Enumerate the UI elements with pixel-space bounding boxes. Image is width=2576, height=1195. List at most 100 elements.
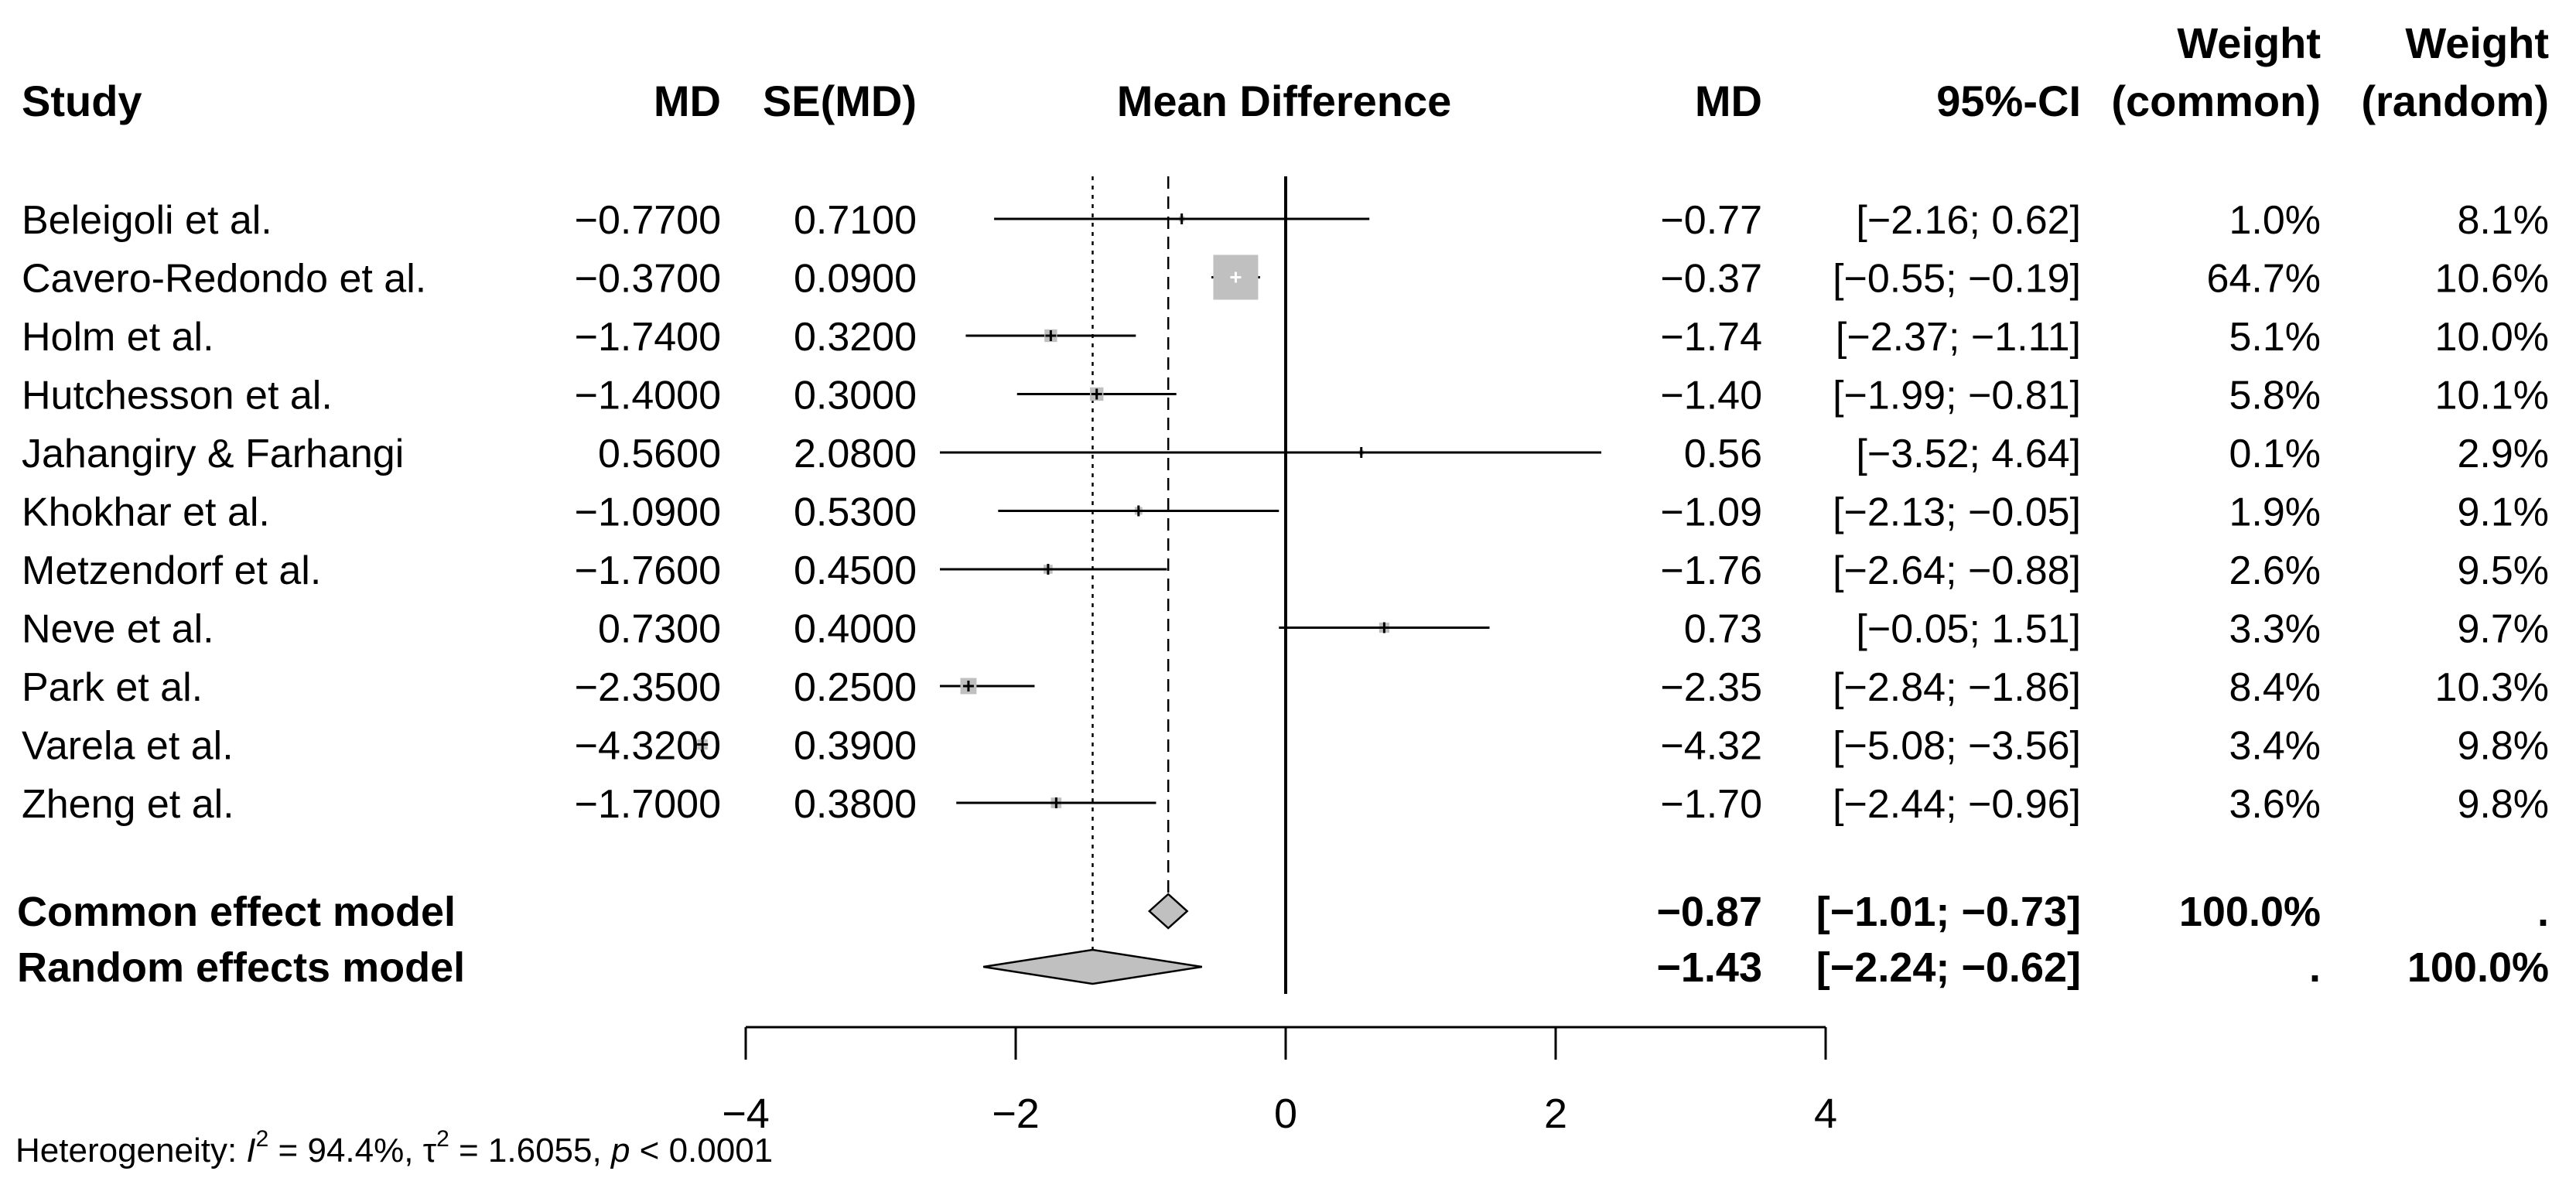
study-md-value: 0.56 bbox=[1684, 432, 1762, 476]
tau2-label: τ bbox=[423, 1132, 437, 1169]
summary-weight-random: 100.0% bbox=[2407, 944, 2549, 991]
x-axis: −4 −2 0 2 4 bbox=[722, 1026, 1837, 1137]
summary-diamond bbox=[982, 948, 1203, 985]
study-md: −0.7700 bbox=[575, 198, 721, 243]
x-tick-label: 4 bbox=[1814, 1091, 1837, 1137]
study-weight-common: 3.6% bbox=[2229, 782, 2321, 827]
study-se: 0.7100 bbox=[794, 198, 917, 243]
study-row: Jahangiry & Farhangi 0.5600 2.0800 0.56 [−3.… bbox=[22, 432, 2549, 476]
x-tick-label: 0 bbox=[1274, 1091, 1297, 1137]
study-md-value: −1.70 bbox=[1660, 782, 1762, 827]
study-md-value: −1.74 bbox=[1660, 315, 1762, 360]
study-ci: [−2.16; 0.62] bbox=[1856, 198, 2081, 243]
tau2-superscript: 2 bbox=[436, 1126, 449, 1152]
study-md: −1.7000 bbox=[575, 782, 721, 827]
study-name: Varela et al. bbox=[22, 724, 234, 769]
study-se: 0.3200 bbox=[794, 315, 917, 360]
header-se: SE(MD) bbox=[763, 77, 917, 125]
study-name: Cavero-Redondo et al. bbox=[22, 257, 426, 302]
study-md: −0.3700 bbox=[575, 257, 721, 302]
i2-value: = 94.4%, bbox=[268, 1132, 422, 1169]
study-row: Varela et al. −4.3200 0.3900 −4.32 [−5.08; −… bbox=[22, 724, 2549, 769]
study-se: 0.4000 bbox=[794, 607, 917, 652]
p-label: p bbox=[610, 1132, 630, 1169]
study-se: 2.0800 bbox=[794, 432, 917, 476]
study-weight-common: 8.4% bbox=[2229, 665, 2321, 710]
study-weight-random: 9.8% bbox=[2457, 724, 2549, 769]
x-tick-label: 2 bbox=[1544, 1091, 1567, 1137]
study-md-value: −1.76 bbox=[1660, 548, 1762, 593]
study-md-value: −4.32 bbox=[1660, 724, 1762, 769]
summary-weight-common: 100.0% bbox=[2179, 889, 2321, 935]
summary-ci: [−2.24; −0.62] bbox=[1816, 944, 2081, 991]
study-name: Jahangiry & Farhangi bbox=[22, 432, 404, 476]
header-weight-random-line2: (random) bbox=[2361, 77, 2549, 125]
reference-lines bbox=[1092, 176, 1287, 994]
study-se: 0.3000 bbox=[794, 374, 917, 418]
study-md-value: −1.09 bbox=[1660, 490, 1762, 535]
study-ci: [−2.84; −1.86] bbox=[1833, 665, 2081, 710]
study-ci: [−2.37; −1.11] bbox=[1836, 315, 2081, 360]
study-se: 0.3900 bbox=[794, 724, 917, 769]
study-weight-random: 9.8% bbox=[2457, 782, 2549, 827]
summary-name: Common effect model bbox=[17, 889, 456, 935]
summary-md-value: −0.87 bbox=[1656, 889, 1762, 935]
study-se: 0.4500 bbox=[794, 548, 917, 593]
study-md-value: −0.37 bbox=[1660, 257, 1762, 302]
heterogeneity-prefix: Heterogeneity: bbox=[15, 1132, 246, 1169]
study-ci: [−3.52; 4.64] bbox=[1856, 432, 2081, 476]
study-md-value: −2.35 bbox=[1660, 665, 1762, 710]
header-md: MD bbox=[654, 77, 721, 125]
study-weight-random: 8.1% bbox=[2457, 198, 2549, 243]
study-md-value: −0.77 bbox=[1660, 198, 1762, 243]
study-row: Holm et al. −1.7400 0.3200 −1.74 [−2.37; −1.… bbox=[22, 315, 2549, 360]
header-study: Study bbox=[22, 77, 142, 125]
study-weight-random: 9.1% bbox=[2457, 490, 2549, 535]
p-value: < 0.0001 bbox=[630, 1132, 773, 1169]
study-md: −1.0900 bbox=[575, 490, 721, 535]
study-weight-random: 10.0% bbox=[2435, 315, 2549, 360]
study-se: 0.5300 bbox=[794, 490, 917, 535]
study-md: −4.3200 bbox=[575, 724, 721, 769]
study-weight-random: 10.3% bbox=[2435, 665, 2549, 710]
study-weight-common: 5.1% bbox=[2229, 315, 2321, 360]
study-weight-random: 9.5% bbox=[2457, 548, 2549, 593]
study-weight-common: 64.7% bbox=[2207, 257, 2321, 302]
study-weight-random: 10.6% bbox=[2435, 257, 2549, 302]
study-row: Metzendorf et al. −1.7600 0.4500 −1.76 [−2.6… bbox=[22, 548, 2549, 593]
study-md: 0.5600 bbox=[598, 432, 721, 476]
summary-md-value: −1.43 bbox=[1656, 944, 1762, 991]
study-name: Holm et al. bbox=[22, 315, 214, 360]
header-md-value: MD bbox=[1695, 77, 1762, 125]
tau2-value: = 1.6055, bbox=[449, 1132, 611, 1169]
study-row: Park et al. −2.3500 0.2500 −2.35 [−2.84; −1.… bbox=[22, 665, 2549, 710]
study-name: Beleigoli et al. bbox=[22, 198, 272, 243]
summary-ci: [−1.01; −0.73] bbox=[1816, 889, 2081, 935]
study-ci: [−2.64; −0.88] bbox=[1833, 548, 2081, 593]
header-weight-random-line1: Weight bbox=[2405, 19, 2549, 67]
summary-weight-random: . bbox=[2537, 889, 2549, 935]
study-se: 0.0900 bbox=[794, 257, 917, 302]
study-md-value: −1.40 bbox=[1660, 374, 1762, 418]
study-weight-common: 5.8% bbox=[2229, 374, 2321, 418]
study-ci: [−0.05; 1.51] bbox=[1856, 607, 2081, 652]
study-name: Khokhar et al. bbox=[22, 490, 270, 535]
study-weight-common: 0.1% bbox=[2229, 432, 2321, 476]
common-effect-row: Common effect model −0.87 [−1.01; −0.73] 10… bbox=[17, 889, 2549, 935]
study-ci: [−2.44; −0.96] bbox=[1833, 782, 2081, 827]
study-ci: [−0.55; −0.19] bbox=[1833, 257, 2081, 302]
study-se: 0.3800 bbox=[794, 782, 917, 827]
header-weight-common-line2: (common) bbox=[2111, 77, 2321, 125]
study-ci: [−5.08; −3.56] bbox=[1833, 724, 2081, 769]
study-md: 0.7300 bbox=[598, 607, 721, 652]
header-weight-common-line1: Weight bbox=[2177, 19, 2321, 67]
column-headers: Study MD SE(MD) Mean Difference MD 95%-C… bbox=[22, 19, 2549, 125]
study-weight-common: 1.0% bbox=[2229, 198, 2321, 243]
x-tick-label: −4 bbox=[722, 1091, 770, 1137]
summary-diamond bbox=[1147, 893, 1189, 930]
study-ci: [−1.99; −0.81] bbox=[1833, 374, 2081, 418]
study-md-value: 0.73 bbox=[1684, 607, 1762, 652]
study-md: −1.4000 bbox=[575, 374, 721, 418]
study-weight-common: 3.3% bbox=[2229, 607, 2321, 652]
